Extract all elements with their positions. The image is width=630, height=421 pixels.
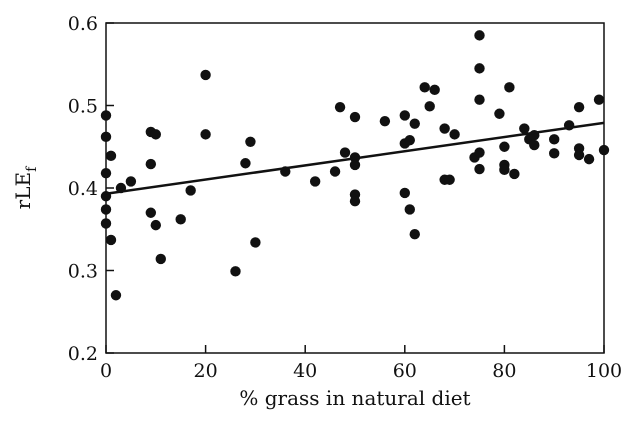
data-point: [583, 153, 595, 165]
plot-frame: [105, 22, 605, 354]
data-point: [309, 176, 321, 187]
data-point: [145, 158, 157, 170]
data-point: [409, 229, 420, 240]
data-point: [593, 94, 605, 105]
data-point: [494, 108, 505, 119]
x-tick-label: 100: [586, 360, 622, 382]
data-point: [145, 207, 157, 218]
data-point: [329, 166, 341, 177]
data-point: [185, 185, 196, 196]
data-point: [200, 69, 211, 81]
x-tick-label: 60: [393, 360, 417, 382]
x-tick-label: 20: [194, 360, 218, 382]
data-point: [339, 147, 351, 158]
data-point: [474, 63, 485, 74]
data-point: [444, 174, 455, 185]
data-point: [449, 129, 460, 140]
data-point: [105, 234, 117, 246]
y-tick-label: 0.3: [68, 261, 98, 283]
data-point: [100, 204, 112, 215]
data-point: [105, 150, 117, 162]
data-point: [474, 30, 485, 41]
data-point: [250, 237, 261, 248]
data-point: [175, 214, 186, 225]
y-tick-label: 0.5: [68, 96, 98, 118]
data-point: [404, 134, 415, 146]
data-point: [245, 136, 256, 147]
data-point: [399, 187, 410, 199]
x-tick-label: 40: [293, 360, 317, 382]
data-point: [150, 129, 161, 140]
data-point: [404, 204, 415, 215]
data-point: [349, 196, 361, 207]
data-point: [100, 131, 112, 143]
data-point: [529, 139, 540, 151]
data-point: [200, 129, 211, 140]
data-point: [474, 163, 485, 175]
data-point: [573, 101, 585, 113]
data-point: [419, 82, 430, 93]
data-point: [573, 149, 585, 161]
trend-line: [105, 121, 605, 196]
data-point: [100, 218, 112, 229]
y-axis-title-main: rLE: [11, 172, 35, 209]
data-points: [100, 30, 610, 301]
data-point: [230, 266, 241, 277]
y-axis-ticks: 0.2 0.3 0.4 0.5 0.6: [68, 13, 114, 365]
y-tick-label: 0.2: [68, 343, 98, 365]
x-tick-label: 80: [492, 360, 516, 382]
data-point: [100, 167, 112, 179]
data-point: [429, 84, 440, 96]
y-axis-title-subscript: f: [24, 165, 40, 172]
data-point: [240, 158, 251, 169]
x-axis-ticks: 0 20 40 60 80 100: [100, 345, 622, 382]
data-point: [349, 159, 361, 171]
data-point: [474, 147, 485, 158]
x-tick-label: 0: [100, 360, 112, 382]
data-point: [519, 123, 530, 134]
data-point: [349, 111, 361, 123]
x-axis-title: % grass in natural diet: [239, 386, 470, 410]
data-point: [379, 115, 391, 127]
data-point: [399, 110, 410, 121]
data-point: [150, 219, 161, 231]
data-point: [334, 101, 346, 113]
data-point: [125, 176, 137, 187]
data-point: [549, 148, 560, 159]
y-axis-title: rLEf: [11, 165, 40, 209]
data-point: [155, 253, 166, 265]
data-point: [504, 82, 515, 93]
data-point: [499, 141, 510, 152]
data-point: [100, 110, 112, 121]
data-point: [474, 94, 485, 105]
data-point: [598, 144, 610, 156]
data-point: [499, 164, 510, 176]
data-point: [549, 134, 560, 145]
data-point: [509, 168, 520, 180]
data-point: [409, 118, 420, 129]
data-point: [424, 101, 435, 112]
y-tick-label: 0.6: [68, 13, 98, 35]
data-point: [439, 123, 450, 134]
data-point: [110, 290, 122, 301]
y-tick-label: 0.4: [68, 178, 98, 200]
